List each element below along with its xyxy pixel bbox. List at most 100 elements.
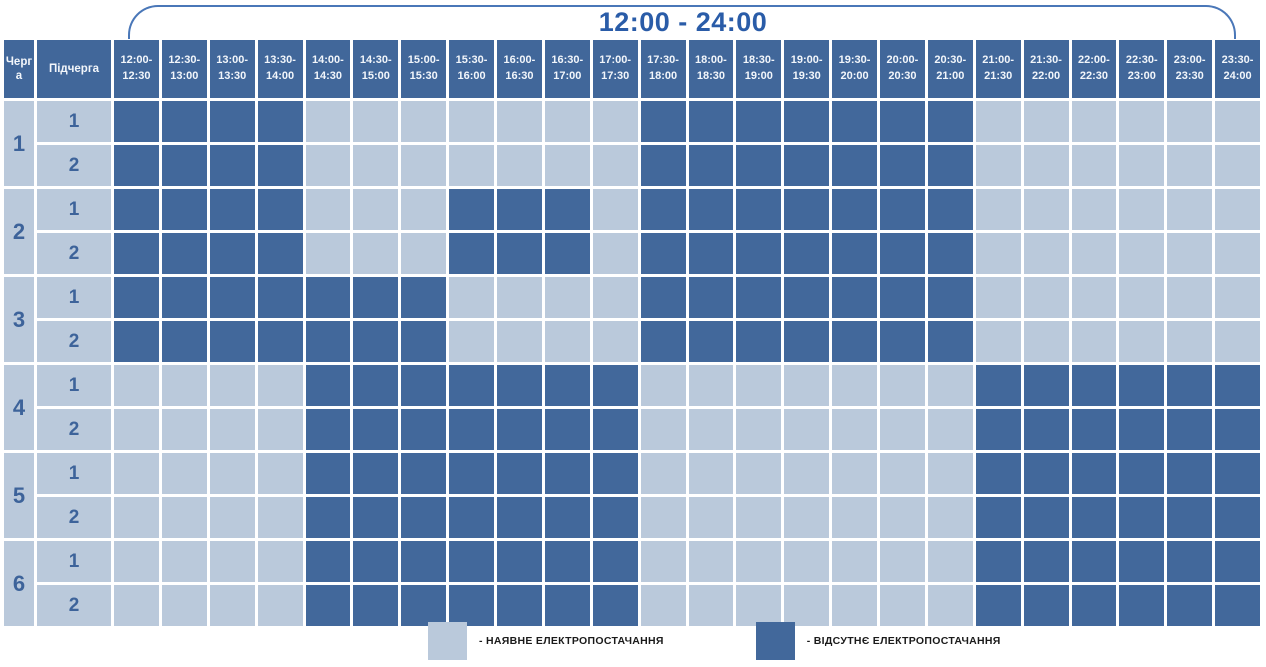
cell-power-absent (975, 453, 1021, 494)
cell-power-available (1167, 101, 1213, 142)
cell-power-available (161, 585, 207, 626)
cell-power-available (688, 453, 734, 494)
cell-power-absent (544, 497, 590, 538)
cell-power-available (592, 233, 638, 274)
cell-power-available (1119, 101, 1165, 142)
cell-power-absent (592, 585, 638, 626)
cell-power-absent (1119, 497, 1165, 538)
cell-power-absent (736, 277, 782, 318)
cell-power-available (1071, 189, 1117, 230)
cell-power-absent (544, 585, 590, 626)
cell-power-available (161, 453, 207, 494)
cell-power-absent (305, 541, 351, 582)
cell-power-absent (880, 145, 925, 186)
cell-power-absent (927, 321, 973, 362)
cell-power-absent (209, 189, 255, 230)
cell-power-absent (353, 453, 399, 494)
cell-power-absent (592, 497, 638, 538)
subqueue-number: 2 (37, 145, 111, 186)
queue-number: 1 (4, 101, 34, 186)
time-slot-header: 12:00- 12:30 (114, 40, 159, 98)
queue-number: 5 (4, 453, 34, 538)
cell-power-absent (161, 321, 207, 362)
subqueue-number: 2 (37, 233, 111, 274)
cell-power-available (927, 409, 973, 450)
cell-power-absent (497, 365, 542, 406)
cell-power-absent (736, 101, 782, 142)
cell-power-available (1215, 189, 1260, 230)
cell-power-absent (1023, 365, 1069, 406)
schedule-row: 2 (4, 409, 1260, 450)
cell-power-available (640, 409, 686, 450)
cell-power-available (1119, 277, 1165, 318)
cell-power-absent (114, 277, 159, 318)
legend-item-power-available: - НАЯВНЕ ЕЛЕКТРОПОСТАЧАННЯ (428, 622, 664, 660)
cell-power-absent (497, 453, 542, 494)
cell-power-available (784, 497, 830, 538)
time-slot-header: 19:00- 19:30 (784, 40, 830, 98)
cell-power-absent (640, 233, 686, 274)
cell-power-available (401, 189, 447, 230)
cell-power-absent (257, 101, 303, 142)
cell-power-absent (114, 189, 159, 230)
cell-power-available (257, 585, 303, 626)
cell-power-available (305, 145, 351, 186)
cell-power-absent (257, 277, 303, 318)
cell-power-absent (449, 409, 494, 450)
cell-power-absent (114, 321, 159, 362)
outage-schedule-table: Черга Підчерга 12:00- 12:30 12:30- 13:00 1… (1, 37, 1263, 629)
cell-power-absent (161, 277, 207, 318)
cell-power-available (832, 409, 877, 450)
cell-power-available (114, 585, 159, 626)
cell-power-absent (880, 277, 925, 318)
cell-power-available (1119, 189, 1165, 230)
cell-power-absent (449, 365, 494, 406)
cell-power-available (497, 101, 542, 142)
cell-power-available (1215, 321, 1260, 362)
cell-power-available (832, 541, 877, 582)
time-slot-header: 12:30- 13:00 (161, 40, 207, 98)
cell-power-absent (353, 585, 399, 626)
cell-power-absent (353, 277, 399, 318)
cell-power-absent (1071, 409, 1117, 450)
cell-power-absent (736, 145, 782, 186)
cell-power-absent (401, 365, 447, 406)
cell-power-absent (592, 453, 638, 494)
cell-power-absent (497, 189, 542, 230)
cell-power-absent (1071, 541, 1117, 582)
cell-power-absent (1167, 365, 1213, 406)
time-slot-header: 15:00- 15:30 (401, 40, 447, 98)
cell-power-available (353, 189, 399, 230)
schedule-row: 2 (4, 145, 1260, 186)
cell-power-absent (736, 321, 782, 362)
cell-power-absent (1215, 585, 1260, 626)
queue-number: 3 (4, 277, 34, 362)
cell-power-available (688, 497, 734, 538)
cell-power-absent (832, 189, 877, 230)
cell-power-available (688, 541, 734, 582)
cell-power-absent (161, 189, 207, 230)
cell-power-absent (784, 277, 830, 318)
cell-power-absent (114, 145, 159, 186)
cell-power-absent (305, 365, 351, 406)
subqueue-number: 2 (37, 585, 111, 626)
cell-power-absent (1023, 541, 1069, 582)
cell-power-available (544, 277, 590, 318)
time-slot-header: 16:00- 16:30 (497, 40, 542, 98)
cell-power-available (1215, 277, 1260, 318)
legend-item-power-absent: - ВІДСУТНЄ ЕЛЕКТРОПОСТАЧАННЯ (755, 622, 1001, 660)
cell-power-absent (640, 321, 686, 362)
cell-power-available (640, 453, 686, 494)
subqueue-number: 2 (37, 497, 111, 538)
time-slot-header: 19:30- 20:00 (832, 40, 877, 98)
cell-power-absent (497, 497, 542, 538)
cell-power-available (927, 453, 973, 494)
cell-power-available (1071, 233, 1117, 274)
cell-power-absent (305, 585, 351, 626)
cell-power-absent (209, 233, 255, 274)
queue-number: 4 (4, 365, 34, 450)
cell-power-available (449, 277, 494, 318)
cell-power-available (736, 365, 782, 406)
